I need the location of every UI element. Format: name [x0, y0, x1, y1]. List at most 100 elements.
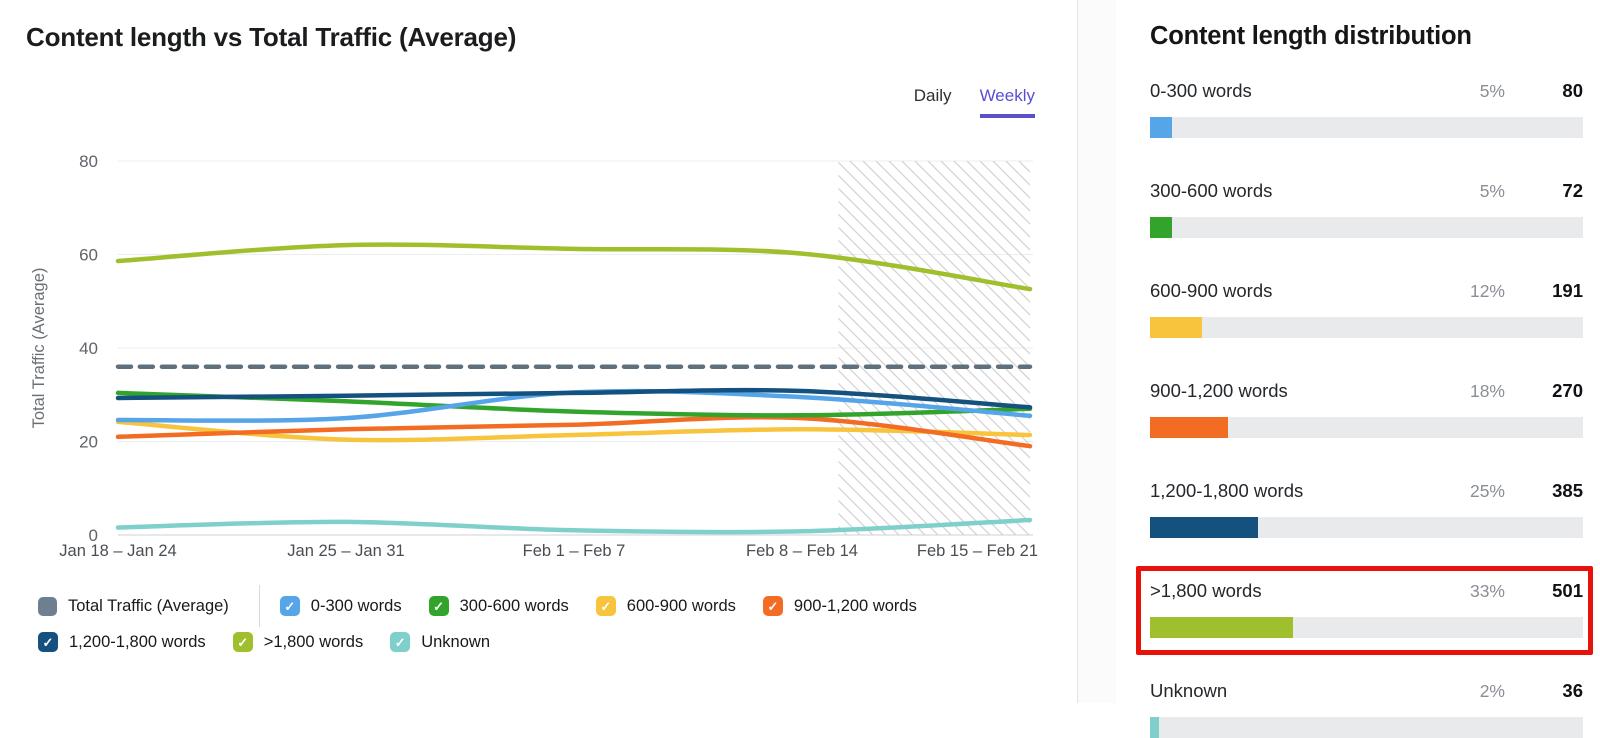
projection-hatch-region	[838, 161, 1030, 535]
panel-divider	[1077, 0, 1117, 703]
legend-item-600-900-words[interactable]: ✓ 600-900 words	[595, 596, 736, 616]
distribution-percent: 5%	[1479, 181, 1505, 201]
legend-checkbox[interactable]: ✓	[428, 596, 449, 616]
legend-item-1-200-1-800-words[interactable]: ✓ 1,200-1,800 words	[38, 632, 206, 652]
legend-label: 900-1,200 words	[793, 596, 917, 615]
toggle-daily[interactable]: Daily	[913, 86, 952, 105]
distribution-row-900-1-200-words: 900-1,200 words 18% 270	[1150, 379, 1583, 438]
distribution-bar-track	[1150, 217, 1583, 238]
distribution-percent: 12%	[1469, 281, 1505, 301]
series-line-1-200-1-800-words	[115, 387, 1033, 410]
content-length-distribution-panel: Content length distribution 0-300 words 5…	[1116, 0, 1600, 738]
legend-divider	[258, 585, 260, 627]
legend-item-total-traffic-average-: Total Traffic (Average)	[38, 596, 229, 616]
distribution-row-0-300-words: 0-300 words 5% 80	[1150, 79, 1583, 138]
distribution-row-head: 600-900 words 12% 191	[1150, 279, 1583, 303]
toggle-weekly[interactable]: Weekly	[979, 86, 1035, 118]
legend-label: 600-900 words	[626, 596, 736, 615]
distribution-value: 36	[1562, 680, 1583, 701]
legend-item-0-300-words[interactable]: ✓ 0-300 words	[279, 596, 402, 616]
legend-swatch	[38, 596, 57, 616]
distribution-title: Content length distribution	[1150, 22, 1472, 50]
legend-checkbox[interactable]: ✓	[232, 632, 253, 652]
y-tick-label: 20	[79, 433, 98, 452]
distribution-label: >1,800 words	[1150, 580, 1262, 601]
distribution-bar-fill	[1150, 217, 1172, 238]
distribution-bar-fill	[1150, 417, 1228, 438]
distribution-label: 600-900 words	[1150, 280, 1273, 301]
distribution-bar-fill	[1150, 317, 1202, 338]
series-line--1-800-words	[115, 242, 1033, 292]
legend-item-unknown[interactable]: ✓ Unknown	[390, 632, 490, 652]
distribution-row-600-900-words: 600-900 words 12% 191	[1150, 279, 1583, 338]
legend-label: 0-300 words	[310, 596, 402, 615]
legend-label: 1,200-1,800 words	[69, 632, 206, 651]
distribution-row-head: 0-300 words 5% 80	[1150, 79, 1583, 103]
chart-legend: Total Traffic (Average) ✓ 0-300 words ✓ 300-…	[38, 585, 944, 665]
x-tick-label: Jan 25 – Jan 31	[287, 542, 404, 560]
distribution-row--1-800-words: >1,800 words 33% 501	[1136, 566, 1593, 655]
legend-checkbox[interactable]: ✓	[279, 596, 300, 616]
y-tick-label: 60	[79, 246, 98, 265]
distribution-rows: 0-300 words 5% 80 300-600 words 5% 72 600-900 …	[1136, 79, 1593, 738]
traffic-chart-card: Content length vs Total Traffic (Average…	[26, 22, 1038, 665]
distribution-value: 385	[1552, 480, 1583, 501]
distribution-bar-fill	[1150, 617, 1293, 638]
y-tick-label: 0	[89, 526, 98, 545]
distribution-percent: 18%	[1469, 381, 1505, 401]
distribution-bar-track	[1150, 417, 1583, 438]
distribution-row-head: 1,200-1,800 words 25% 385	[1150, 479, 1583, 503]
series-line-900-1-200-words	[115, 414, 1033, 449]
legend-row: Total Traffic (Average) ✓ 0-300 words ✓ 300-…	[38, 585, 944, 627]
distribution-bar-track	[1150, 317, 1583, 338]
chart-title: Content length vs Total Traffic (Average…	[26, 22, 517, 52]
distribution-value: 80	[1562, 80, 1583, 101]
x-tick-label: Feb 8 – Feb 14	[746, 542, 858, 560]
line-chart: 0 20 40 60 80 Total Traffic (Average) Jan 18 –…	[30, 152, 1038, 560]
x-tick-label: Feb 1 – Feb 7	[523, 542, 626, 560]
x-tick-label: Feb 15 – Feb 21	[917, 542, 1038, 560]
series-line-unknown	[115, 517, 1033, 535]
chart-canvas: 0 20 40 60 80 Total Traffic (Average) Jan 18 –…	[30, 152, 1038, 560]
distribution-percent: 25%	[1469, 481, 1505, 501]
distribution-row-head: Unknown 2% 36	[1150, 679, 1583, 703]
legend-item--1-800-words[interactable]: ✓ >1,800 words	[232, 632, 364, 652]
distribution-label: 1,200-1,800 words	[1150, 480, 1304, 501]
distribution-row-head: 900-1,200 words 18% 270	[1150, 379, 1583, 403]
distribution-row-head: 300-600 words 5% 72	[1150, 179, 1583, 203]
legend-item-300-600-words[interactable]: ✓ 300-600 words	[428, 596, 569, 616]
distribution-row-1-200-1-800-words: 1,200-1,800 words 25% 385	[1150, 479, 1583, 538]
legend-label: >1,800 words	[263, 632, 364, 651]
granularity-toggle: Daily Weekly	[914, 86, 1035, 118]
distribution-value: 270	[1552, 380, 1583, 401]
legend-item-900-1-200-words[interactable]: ✓ 900-1,200 words	[762, 596, 917, 616]
y-axis-label: Total Traffic (Average)	[30, 268, 48, 429]
y-tick-label: 40	[79, 339, 98, 358]
distribution-bar-track	[1150, 717, 1583, 738]
distribution-label: Unknown	[1150, 680, 1228, 701]
distribution-row-head: >1,800 words 33% 501	[1150, 579, 1583, 603]
distribution-bar-fill	[1150, 117, 1172, 138]
distribution-percent: 33%	[1469, 581, 1505, 601]
legend-label: Total Traffic (Average)	[68, 596, 229, 615]
distribution-percent: 2%	[1479, 681, 1505, 701]
y-tick-label: 80	[79, 152, 98, 171]
legend-label: Unknown	[421, 632, 491, 651]
series-line-600-900-words	[115, 419, 1033, 443]
legend-checkbox[interactable]: ✓	[38, 632, 58, 652]
legend-label: 300-600 words	[459, 596, 569, 615]
legend-checkbox[interactable]: ✓	[762, 596, 783, 616]
distribution-row-300-600-words: 300-600 words 5% 72	[1150, 179, 1583, 238]
legend-checkbox[interactable]: ✓	[595, 596, 616, 616]
legend-checkbox[interactable]: ✓	[390, 632, 411, 652]
distribution-bar-fill	[1150, 717, 1159, 738]
distribution-percent: 5%	[1479, 81, 1505, 101]
x-tick-label: Jan 18 – Jan 24	[59, 542, 176, 560]
distribution-row-unknown: Unknown 2% 36	[1150, 679, 1583, 738]
distribution-value: 72	[1562, 180, 1583, 201]
distribution-label: 300-600 words	[1150, 180, 1273, 201]
distribution-label: 900-1,200 words	[1150, 380, 1288, 401]
legend-row: ✓ 1,200-1,800 words ✓ >1,800 words ✓ Unknown	[38, 629, 944, 655]
distribution-bar-track	[1150, 617, 1583, 638]
distribution-value: 191	[1552, 280, 1583, 301]
